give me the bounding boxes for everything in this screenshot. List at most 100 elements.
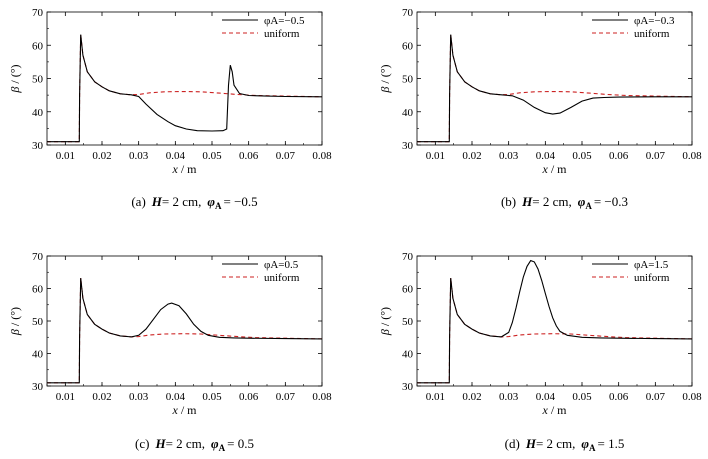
x-tick-label: 0.07	[276, 391, 296, 403]
legend-label-uniform: uniform	[264, 28, 300, 40]
y-tick-label: 40	[402, 107, 414, 119]
x-tick-label: 0.05	[202, 391, 222, 403]
caption-phi-value: = 1.5	[598, 436, 625, 451]
x-axis-sep: /	[548, 162, 557, 176]
legend-label-uniform: uniform	[264, 272, 300, 284]
caption-panel-label: (a)	[131, 194, 145, 209]
x-axis-symbol: x	[171, 403, 178, 417]
caption-h-value: = 2 cm,	[162, 194, 201, 209]
y-axis-sep: /	[8, 320, 22, 329]
legend-label-phi: φA=−0.3	[634, 15, 675, 27]
caption-phi-symbol: φ	[578, 194, 586, 209]
y-tick-label: 50	[402, 74, 414, 86]
series-line-uniform	[417, 278, 693, 384]
y-tick-label: 40	[32, 349, 44, 361]
x-axis-symbol: x	[541, 403, 548, 417]
y-tick-label: 50	[402, 316, 414, 328]
y-axis-symbol: β	[8, 329, 22, 336]
caption-phi-symbol: φ	[581, 436, 589, 451]
caption-panel-label: (c)	[135, 436, 149, 451]
y-axis-label: β / (°)	[378, 307, 392, 336]
x-tick-label: 0.06	[609, 150, 629, 162]
x-tick-label: 0.07	[646, 150, 666, 162]
y-tick-label: 30	[402, 140, 414, 152]
x-axis-sep: /	[178, 403, 187, 417]
series-line-phi	[47, 278, 323, 384]
x-axis-sep: /	[178, 162, 187, 176]
y-tick-label: 40	[402, 349, 414, 361]
x-tick-label: 0.04	[166, 150, 186, 162]
y-tick-label: 60	[32, 284, 44, 296]
legend-label-phi: φA=1.5	[634, 259, 669, 271]
panel-caption: (b) H= 2 cm, φA = −0.3	[501, 194, 628, 211]
caption-phi-subscript: A	[589, 443, 596, 453]
x-tick-label: 0.07	[646, 391, 666, 403]
caption-phi-symbol: φ	[211, 436, 219, 451]
y-tick-label: 30	[402, 381, 414, 393]
caption-phi-subscript: A	[585, 201, 592, 211]
caption-h-symbol: H	[525, 436, 537, 451]
panel-caption: (a) H= 2 cm, φA = −0.5	[131, 194, 257, 211]
y-axis-unit: (°)	[8, 64, 22, 77]
y-tick-label: 70	[32, 251, 44, 263]
y-tick-label: 30	[32, 140, 44, 152]
y-axis-label: β / (°)	[378, 64, 392, 93]
x-tick-label: 0.06	[609, 391, 629, 403]
caption-phi-symbol: φ	[207, 194, 215, 209]
y-axis-label: β / (°)	[8, 307, 22, 336]
x-tick-label: 0.03	[499, 150, 519, 162]
series-line-uniform	[417, 34, 693, 143]
x-axis-label: x / m	[171, 162, 197, 176]
x-tick-label: 0.06	[239, 391, 259, 403]
x-tick-label: 0.04	[166, 391, 186, 403]
x-axis-symbol: x	[171, 162, 178, 176]
y-axis-sep: /	[378, 320, 392, 329]
x-tick-label: 0.07	[276, 150, 296, 162]
legend-label-phi: φA=0.5	[264, 259, 299, 271]
caption-h-value: = 2 cm,	[536, 436, 575, 451]
caption-panel-label: (b)	[501, 194, 516, 209]
x-axis-symbol: x	[541, 162, 548, 176]
chart-panel-b: 0.01 0.02 0.03 0.04 0.05 0.06 0.07 0.08 30 40 50 60…	[378, 7, 702, 211]
x-tick-label: 0.01	[56, 150, 75, 162]
x-tick-label: 0.01	[56, 391, 75, 403]
legend-label-uniform: uniform	[634, 28, 670, 40]
y-tick-label: 70	[402, 251, 414, 263]
x-tick-label: 0.03	[499, 391, 519, 403]
caption-phi-value: = −0.3	[594, 194, 628, 209]
x-axis-unit: m	[557, 403, 567, 417]
y-axis-unit: (°)	[8, 307, 22, 320]
x-axis-unit: m	[557, 162, 567, 176]
caption-phi-subscript: A	[215, 201, 222, 211]
caption-h-symbol: H	[154, 436, 166, 451]
x-tick-label: 0.05	[572, 391, 592, 403]
caption-phi-subscript: A	[219, 443, 226, 453]
y-axis-symbol: β	[378, 329, 392, 336]
x-axis-unit: m	[187, 162, 197, 176]
y-tick-label: 40	[32, 107, 44, 119]
x-tick-label: 0.02	[92, 391, 111, 403]
x-tick-label: 0.03	[129, 391, 149, 403]
series-line-phi	[47, 34, 323, 143]
x-tick-label: 0.04	[536, 150, 556, 162]
caption-phi-value: = 0.5	[227, 436, 254, 451]
x-tick-label: 0.02	[92, 150, 111, 162]
caption-phi-value: = −0.5	[223, 194, 257, 209]
legend-label-phi: φA=−0.5	[264, 15, 305, 27]
y-axis-label: β / (°)	[8, 64, 22, 93]
series-line-phi	[417, 34, 692, 143]
caption-h-symbol: H	[521, 194, 533, 209]
series-line-uniform	[47, 278, 323, 384]
caption-h-symbol: H	[151, 194, 163, 209]
x-tick-label: 0.08	[312, 150, 332, 162]
y-tick-label: 30	[32, 381, 44, 393]
y-axis-unit: (°)	[378, 64, 392, 77]
chart-panel-c: 0.01 0.02 0.03 0.04 0.05 0.06 0.07 0.08 30 40 50 60…	[8, 251, 332, 453]
y-axis-sep: /	[8, 77, 22, 86]
y-tick-label: 50	[32, 74, 44, 86]
y-axis-symbol: β	[378, 87, 392, 94]
x-tick-label: 0.01	[426, 150, 445, 162]
x-tick-label: 0.05	[572, 150, 592, 162]
caption-h-value: = 2 cm,	[166, 436, 205, 451]
series-line-phi	[417, 259, 693, 384]
